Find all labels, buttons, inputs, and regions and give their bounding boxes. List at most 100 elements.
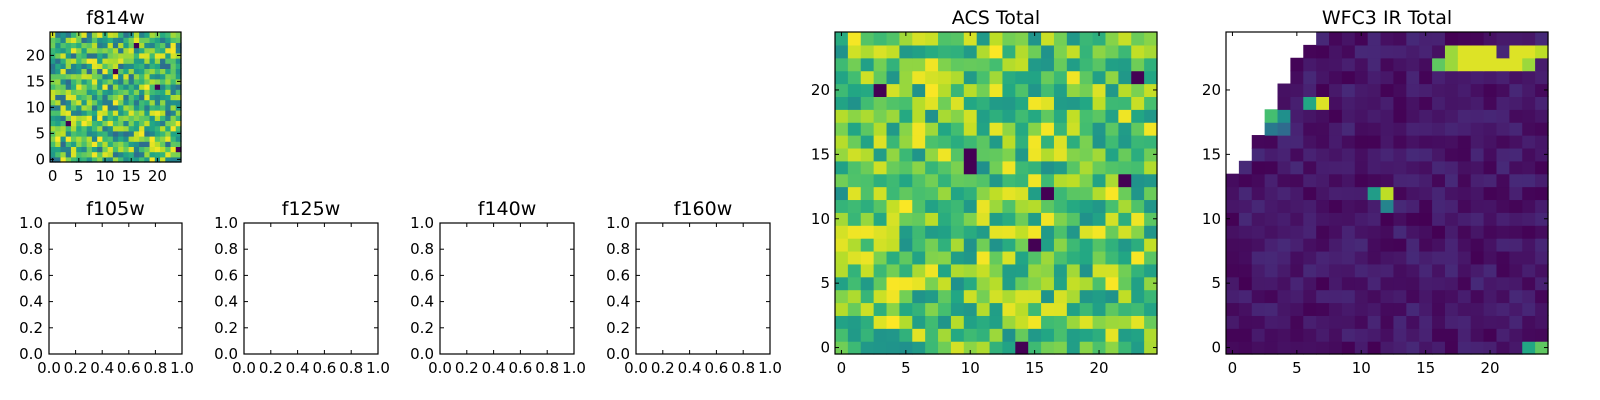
heatmap-cell: [1238, 225, 1253, 239]
heatmap-cell: [175, 32, 182, 38]
heatmap-cell: [65, 136, 72, 142]
heatmap-cell: [1144, 225, 1158, 239]
heatmap-cell: [899, 199, 913, 213]
heatmap-cell: [1432, 57, 1446, 72]
heatmap-cell: [1264, 135, 1279, 149]
heatmap-cell: [1535, 109, 1549, 123]
heatmap-cell: [873, 186, 888, 201]
heatmap-cell: [1535, 70, 1549, 85]
heatmap-cell: [1522, 238, 1536, 252]
heatmap-cell: [118, 84, 124, 90]
heatmap-cell: [76, 120, 83, 127]
heatmap-cell: [154, 58, 161, 64]
heatmap-cell: [1118, 186, 1132, 201]
heatmap-cell: [70, 94, 77, 101]
heatmap-cell: [1341, 341, 1356, 355]
heatmap-cell: [133, 32, 140, 38]
heatmap-cell: [154, 104, 161, 111]
y-tick-label: 10: [1202, 210, 1221, 228]
heatmap-cell: [1131, 250, 1145, 265]
heatmap-cell: [112, 63, 119, 69]
heatmap-cell: [1079, 199, 1094, 213]
heatmap-cell: [112, 52, 119, 59]
heatmap-cell: [91, 141, 98, 147]
heatmap-cell: [91, 136, 98, 142]
heatmap-cell: [835, 147, 849, 162]
heatmap-cell: [81, 115, 88, 121]
heatmap-cell: [847, 57, 862, 72]
heatmap-cell: [123, 110, 130, 116]
heatmap-cell: [175, 120, 182, 127]
heatmap-cell: [60, 125, 67, 132]
heatmap-cell: [1264, 315, 1279, 329]
heatmap-cell: [1131, 109, 1145, 123]
heatmap-cell: [1028, 315, 1042, 329]
heatmap-cell: [1522, 122, 1536, 136]
heatmap-cell: [1406, 32, 1420, 46]
heatmap-cell: [76, 94, 83, 101]
heatmap-cell: [86, 110, 93, 116]
heatmap-cell: [102, 63, 109, 69]
heatmap-cell: [1290, 276, 1304, 291]
heatmap-cell: [1432, 70, 1446, 85]
heatmap-cell: [1380, 186, 1395, 201]
heatmap-cell: [70, 89, 77, 95]
heatmap-cell: [107, 63, 114, 69]
heatmap-cell: [886, 238, 900, 252]
heatmap-cell: [1367, 328, 1382, 342]
heatmap-cell: [1535, 32, 1549, 46]
f125w-axes-bg: [244, 223, 378, 354]
heatmap-cell: [1380, 122, 1395, 136]
heatmap-cell: [160, 104, 166, 111]
heatmap-cell: [112, 151, 119, 158]
heatmap-cell: [1105, 302, 1119, 316]
heatmap-cell: [1226, 212, 1240, 226]
heatmap-cell: [60, 115, 67, 121]
heatmap-cell: [1303, 83, 1317, 97]
heatmap-cell: [118, 68, 124, 75]
heatmap-cell: [1290, 341, 1304, 355]
heatmap-cell: [1444, 135, 1459, 149]
heatmap-cell: [963, 328, 978, 342]
heatmap-cell: [139, 115, 145, 121]
heatmap-cell: [1041, 225, 1055, 239]
heatmap-cell: [1118, 341, 1132, 355]
heatmap-cell: [154, 47, 161, 54]
heatmap-cell: [1432, 328, 1446, 342]
heatmap-cell: [1277, 225, 1291, 239]
heatmap-cell: [1367, 83, 1382, 97]
heatmap-cell: [873, 57, 888, 72]
f814w-heatmap: [50, 32, 182, 163]
heatmap-cell: [91, 130, 98, 137]
heatmap-cell: [1444, 83, 1459, 97]
heatmap-cell: [1341, 32, 1356, 46]
heatmap-cell: [1002, 238, 1016, 252]
x-tick-label: 1.0: [758, 359, 782, 377]
heatmap-cell: [170, 115, 177, 121]
x-tick-label: 0.6: [704, 359, 728, 377]
heatmap-cell: [1002, 173, 1016, 188]
heatmap-cell: [976, 225, 991, 239]
x-tick-label: 0.4: [482, 359, 506, 377]
heatmap-cell: [938, 289, 952, 304]
heatmap-cell: [118, 52, 124, 59]
heatmap-cell: [899, 341, 913, 355]
heatmap-cell: [1470, 160, 1485, 175]
heatmap-cell: [70, 63, 77, 69]
heatmap-cell: [1341, 173, 1356, 188]
heatmap-cell: [847, 96, 862, 110]
heatmap-cell: [1509, 341, 1523, 355]
heatmap-cell: [160, 120, 166, 127]
heatmap-cell: [128, 136, 135, 142]
heatmap-cell: [1316, 147, 1330, 162]
heatmap-cell: [160, 47, 166, 54]
heatmap-cell: [950, 135, 965, 149]
heatmap-cell: [912, 328, 926, 342]
heatmap-cell: [989, 122, 1004, 136]
heatmap-cell: [70, 73, 77, 80]
heatmap-cell: [1226, 276, 1240, 291]
heatmap-cell: [938, 70, 952, 85]
heatmap-cell: [1118, 32, 1132, 46]
heatmap-cell: [989, 160, 1004, 175]
heatmap-cell: [144, 32, 151, 38]
